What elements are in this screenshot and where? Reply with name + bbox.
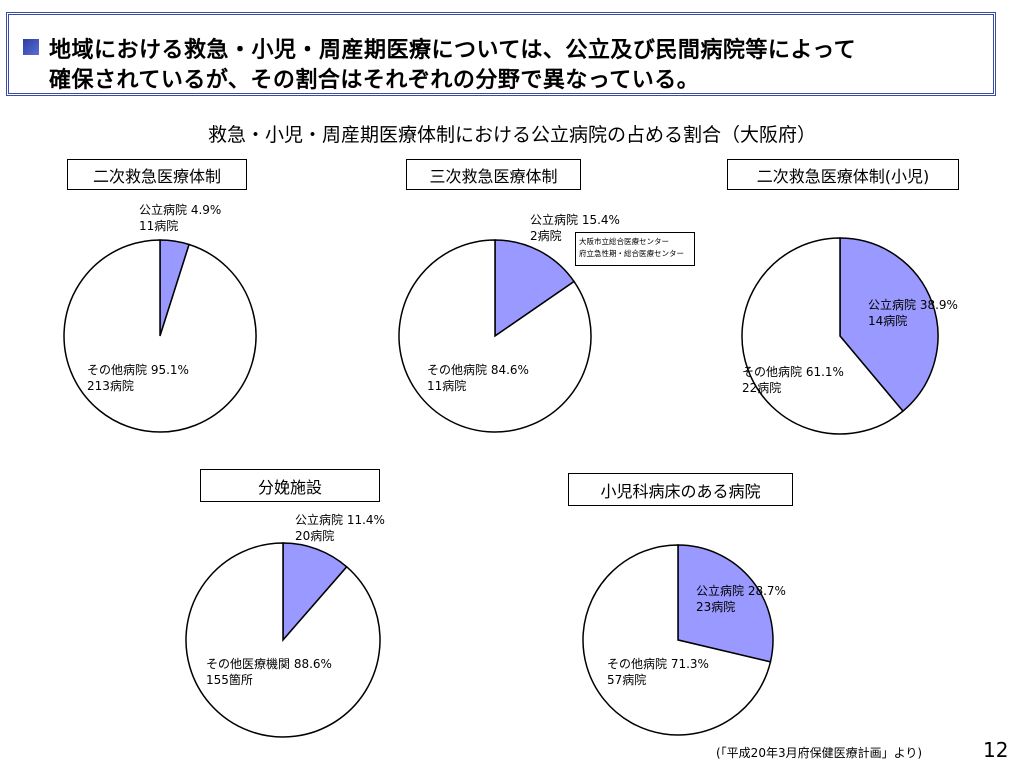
pie-2-slice-0 <box>839 237 939 413</box>
chart-title-delivery-facilities: 分娩施設 <box>200 469 380 502</box>
pie-4-slice-1-count: 57病院 <box>607 672 646 687</box>
pie-4-slice-0-label: 公立病院 28.7% <box>696 583 786 598</box>
pie-2-slice-1 <box>741 237 904 435</box>
tertiary-public-hospital-note: 大阪市立総合医療センター 府立急性期・総合医療センター <box>575 232 695 266</box>
summary-line-2: 確保されているが、その割合はそれぞれの分野で異なっている。 <box>49 68 700 93</box>
pie-2-slice-0-label: 公立病院 38.9% <box>868 297 958 312</box>
source-note: (「平成20年3月府保健医療計画」より) <box>716 746 923 760</box>
pie-1-slice-1 <box>398 239 592 433</box>
pie-0-slice-0-count: 11病院 <box>139 218 178 233</box>
pie-3-slice-1-label: その他医療機関 88.6% <box>206 656 332 671</box>
bullet-square-icon <box>23 39 39 55</box>
pie-1-slice-1-label: その他病院 84.6% <box>427 362 529 377</box>
pie-0-slice-1-label: その他病院 95.1% <box>87 362 189 377</box>
pie-3-slice-0 <box>282 542 348 643</box>
pie-0-slice-1-count: 213病院 <box>87 378 134 393</box>
pie-4-slice-0 <box>677 544 774 663</box>
pie-4-slice-0-count: 23病院 <box>696 599 735 614</box>
pie-3-slice-0-label: 公立病院 11.4% <box>295 512 385 527</box>
page-title: 救急・小児・周産期医療体制における公立病院の占める割合（大阪府） <box>207 124 816 146</box>
page-number: 12 <box>983 738 1009 762</box>
pie-3-slice-1 <box>185 542 381 738</box>
chart-title-pediatric-emergency: 二次救急医療体制(小児) <box>727 159 959 190</box>
pie-1-slice-0 <box>494 239 576 338</box>
chart-title-tertiary-emergency: 三次救急医療体制 <box>406 159 581 190</box>
pie-2-slice-1-count: 22病院 <box>742 380 781 395</box>
note-line-1: 大阪市立総合医療センター <box>579 237 669 246</box>
pie-0-slice-0-label: 公立病院 4.9% <box>139 202 221 217</box>
pie-1-slice-1-count: 11病院 <box>427 378 466 393</box>
pie-1-slice-0-count: 2病院 <box>530 228 562 243</box>
note-line-2: 府立急性期・総合医療センター <box>579 249 684 258</box>
chart-title-secondary-emergency: 二次救急医療体制 <box>67 159 247 190</box>
pie-2-slice-1-label: その他病院 61.1% <box>742 364 844 379</box>
pie-4-slice-1 <box>582 544 772 736</box>
summary-header: 地域における救急・小児・周産期医療については、公立及び民間病院等によって 確保さ… <box>6 12 996 96</box>
chart-title-pediatric-ward-hospitals: 小児科病床のある病院 <box>568 473 793 506</box>
pie-1-slice-0-label: 公立病院 15.4% <box>530 212 620 227</box>
pie-3-slice-0-count: 20病院 <box>295 528 334 543</box>
pie-4-slice-1-label: その他病院 71.3% <box>607 656 709 671</box>
pie-2-slice-0-count: 14病院 <box>868 313 907 328</box>
pie-3-slice-1-count: 155箇所 <box>206 673 253 687</box>
summary-line-1: 地域における救急・小児・周産期医療については、公立及び民間病院等によって <box>49 38 857 63</box>
pie-0-slice-1 <box>63 239 257 433</box>
